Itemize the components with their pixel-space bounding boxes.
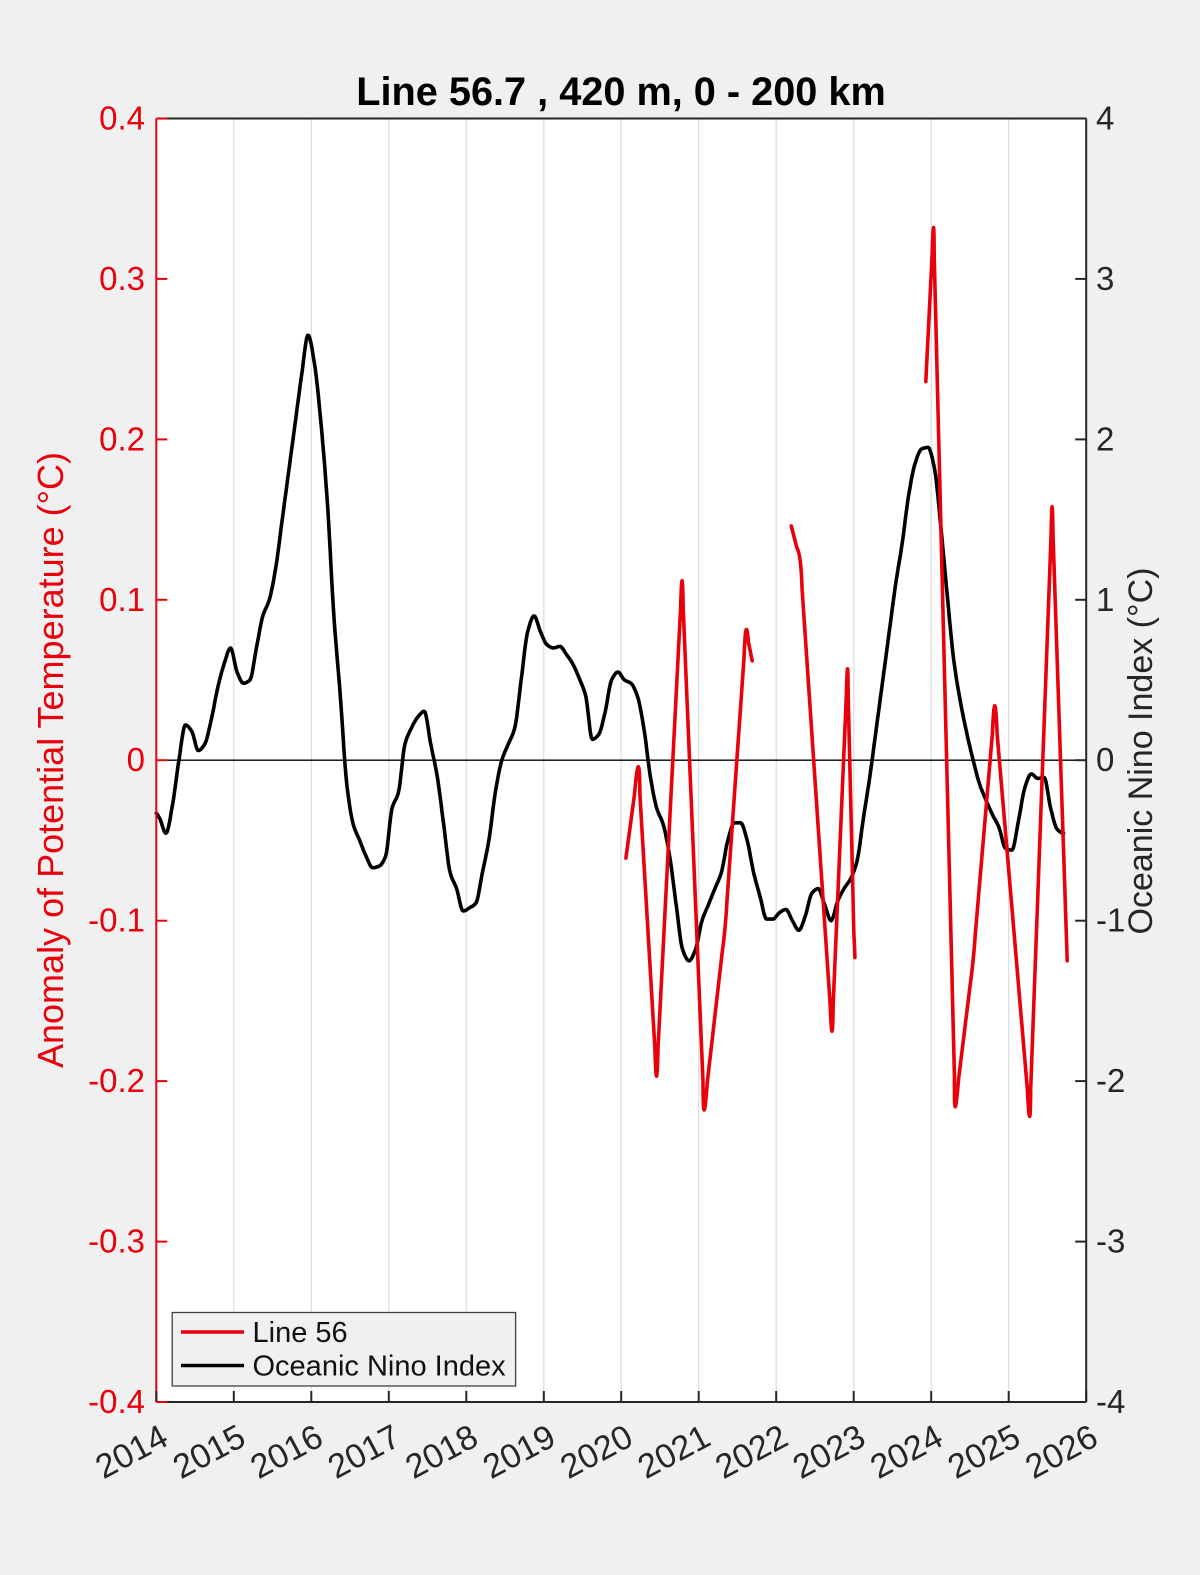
svg-text:Oceanic Nino Index: Oceanic Nino Index <box>253 1351 507 1383</box>
svg-text:Anomaly of Potential Temperatu: Anomaly of Potential Temperature (°C) <box>30 452 71 1068</box>
svg-text:Line 56: Line 56 <box>253 1317 348 1349</box>
svg-text:-2: -2 <box>1096 1062 1125 1099</box>
svg-text:3: 3 <box>1096 260 1114 297</box>
svg-text:0.3: 0.3 <box>99 260 145 297</box>
svg-text:1: 1 <box>1096 581 1114 618</box>
svg-text:0.1: 0.1 <box>99 581 145 618</box>
svg-text:Line 56.7 , 420 m, 0 - 200 km: Line 56.7 , 420 m, 0 - 200 km <box>356 70 885 114</box>
svg-text:-1: -1 <box>1096 902 1125 939</box>
svg-text:0.4: 0.4 <box>99 100 145 137</box>
svg-text:-3: -3 <box>1096 1223 1125 1260</box>
svg-text:0: 0 <box>1096 741 1114 778</box>
svg-text:-0.3: -0.3 <box>88 1223 145 1260</box>
svg-text:0: 0 <box>127 741 145 778</box>
svg-text:-0.2: -0.2 <box>88 1062 145 1099</box>
svg-text:-4: -4 <box>1096 1383 1125 1420</box>
svg-text:Oceanic Nino Index (°C): Oceanic Nino Index (°C) <box>1122 568 1160 935</box>
svg-text:0.2: 0.2 <box>99 420 145 457</box>
svg-text:4: 4 <box>1096 100 1114 137</box>
svg-text:-0.1: -0.1 <box>88 902 145 939</box>
svg-text:-0.4: -0.4 <box>88 1383 145 1420</box>
svg-text:2: 2 <box>1096 420 1114 457</box>
